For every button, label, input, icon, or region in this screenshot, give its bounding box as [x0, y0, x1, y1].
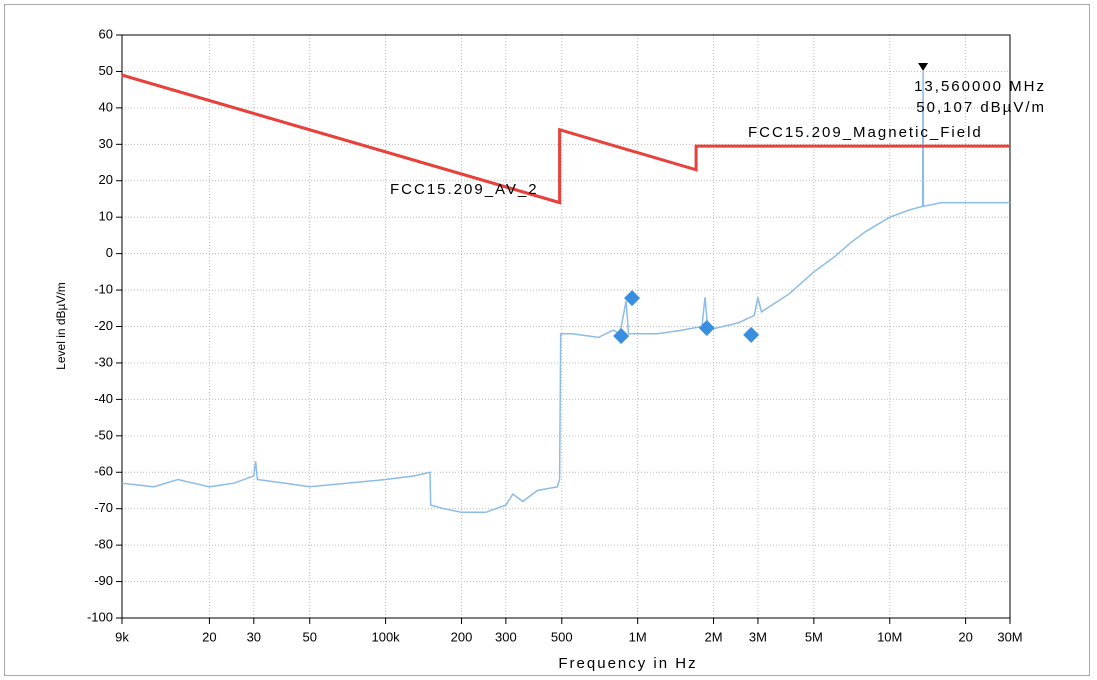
y-tick-label: 40: [99, 99, 113, 114]
y-tick-label: -40: [94, 391, 113, 406]
y-tick-label: 10: [99, 209, 113, 224]
peak-frequency: 13,560000 MHz: [914, 78, 1046, 95]
line-label: FCC15.209_Magnetic_Field: [748, 124, 983, 141]
x-tick-label: 9k: [115, 629, 129, 644]
x-tick-label: 50: [302, 629, 316, 644]
peak-marker: [918, 63, 929, 72]
x-tick-label: 2M: [705, 629, 723, 644]
x-axis-label: Frequency in Hz: [558, 655, 697, 672]
y-tick-label: -20: [94, 318, 113, 333]
marker: [624, 290, 641, 307]
x-tick-label: 20: [958, 629, 972, 644]
y-tick-label: 50: [99, 63, 113, 78]
y-tick-label: -70: [94, 500, 113, 515]
peak-level: 50,107 dBµV/m: [916, 99, 1046, 116]
y-axis-label: Level in dBµV/m: [54, 282, 68, 370]
x-tick-label: 1M: [629, 629, 647, 644]
y-tick-label: 30: [99, 136, 113, 151]
x-tick-label: 20: [202, 629, 216, 644]
x-tick-label: 3M: [749, 629, 767, 644]
y-tick-label: -80: [94, 537, 113, 552]
y-tick-label: -10: [94, 282, 113, 297]
marker: [613, 327, 630, 344]
x-tick-label: 30M: [997, 629, 1022, 644]
frame: [4, 4, 1090, 676]
y-tick-label: -50: [94, 427, 113, 442]
y-tick-label: 0: [106, 245, 113, 260]
plot-border: [121, 34, 1011, 619]
y-tick-label: 60: [99, 26, 113, 41]
marker: [698, 319, 715, 336]
x-tick-label: 10M: [877, 629, 902, 644]
x-tick-label: 500: [551, 629, 573, 644]
marker: [743, 326, 760, 343]
y-tick-label: -100: [87, 609, 113, 624]
x-tick-label: 300: [495, 629, 517, 644]
y-tick-label: -30: [94, 354, 113, 369]
y-tick-label: -90: [94, 573, 113, 588]
x-tick-label: 200: [451, 629, 473, 644]
x-tick-label: 5M: [805, 629, 823, 644]
series-line: [121, 73, 1010, 205]
x-tick-label: 30: [247, 629, 261, 644]
y-tick-label: 20: [99, 172, 113, 187]
y-tick-label: -60: [94, 464, 113, 479]
line-label: FCC15.209_AV_2: [390, 181, 539, 198]
series-line: [121, 71, 1010, 514]
x-tick-label: 100k: [371, 629, 400, 644]
